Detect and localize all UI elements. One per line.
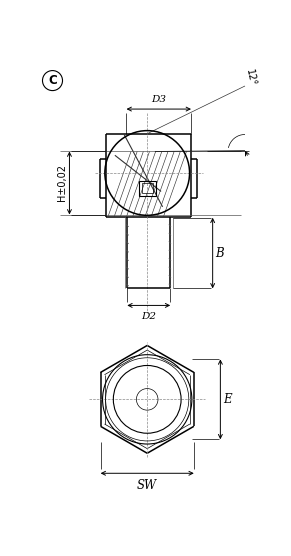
Bar [142,183,152,193]
Text: D2: D2 [141,311,156,321]
Text: SW: SW [137,479,157,493]
Text: B: B [215,246,224,260]
Bar [139,181,156,196]
Text: D3: D3 [151,95,166,103]
Text: 12°: 12° [244,68,257,87]
Text: H±0,02: H±0,02 [57,165,67,201]
Text: C: C [48,74,57,87]
Text: E: E [223,393,232,406]
